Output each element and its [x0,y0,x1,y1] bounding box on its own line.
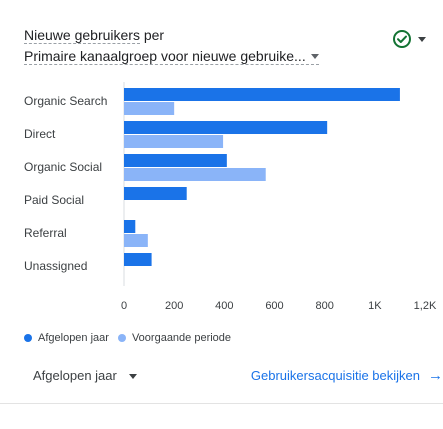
chart-card: Nieuwe gebruikers per Primaire kanaalgro… [0,24,443,404]
title-per: per [143,27,165,43]
category-label: Organic Social [24,160,102,174]
x-tick-label: 1,2K [414,300,437,312]
bar-current [124,88,400,101]
legend-item-current: Afgelopen jaar [24,332,109,344]
metric-selector[interactable]: Nieuwe gebruikers [24,27,140,44]
bar-current [124,187,187,200]
dimension-label: Primaire kanaalgroep voor nieuwe gebruik… [24,48,306,64]
bar-previous [124,135,224,148]
bar-current [124,154,227,167]
legend-label-current: Afgelopen jaar [38,332,109,344]
category-label: Referral [24,226,67,240]
legend-dot-current [24,334,32,342]
x-tick-label: 800 [315,300,333,312]
x-tick-label: 200 [165,300,183,312]
report-link-label: Gebruikersacquisitie bekijken [250,368,420,383]
category-label: Paid Social [24,193,84,207]
category-label: Direct [24,127,56,141]
bar-current [124,253,152,266]
chevron-down-icon [128,373,137,379]
x-tick-label: 400 [215,300,233,312]
bar-current [124,121,328,134]
date-range-label: Afgelopen jaar [33,368,117,383]
status-menu-button[interactable] [381,24,437,54]
chevron-down-icon [418,37,426,42]
legend-label-previous: Voorgaande periode [131,332,232,344]
category-label: Organic Search [24,94,107,108]
date-range-dropdown[interactable]: Afgelopen jaar [33,368,137,383]
chevron-down-icon [310,54,319,59]
x-tick-label: 0 [121,300,127,312]
card-title-metric: Nieuwe gebruikers per [24,27,165,44]
x-tick-label: 1K [368,300,382,312]
legend-dot-previous [117,334,126,342]
chart-legend: Afgelopen jaar Voorgaande periode [24,332,240,344]
bar-current [124,220,136,233]
check-circle-icon [393,30,411,48]
bar-chart: Organic Search Direct Organic Social Paid S… [0,80,443,320]
view-user-acquisition-link[interactable]: Gebruikersacquisitie bekijken → [251,368,443,383]
dimension-selector[interactable]: Primaire kanaalgroep voor nieuwe gebruik… [24,48,319,65]
bar-previous [124,168,266,181]
category-label: Unassigned [24,259,87,273]
bar-chart-svg: Organic Search Direct Organic Social Paid S… [24,82,437,312]
legend-item-previous: Voorgaande periode [117,332,232,344]
x-tick-label: 600 [265,300,283,312]
arrow-right-icon: → [428,367,443,384]
bar-previous [124,102,175,115]
bar-previous [124,234,148,247]
